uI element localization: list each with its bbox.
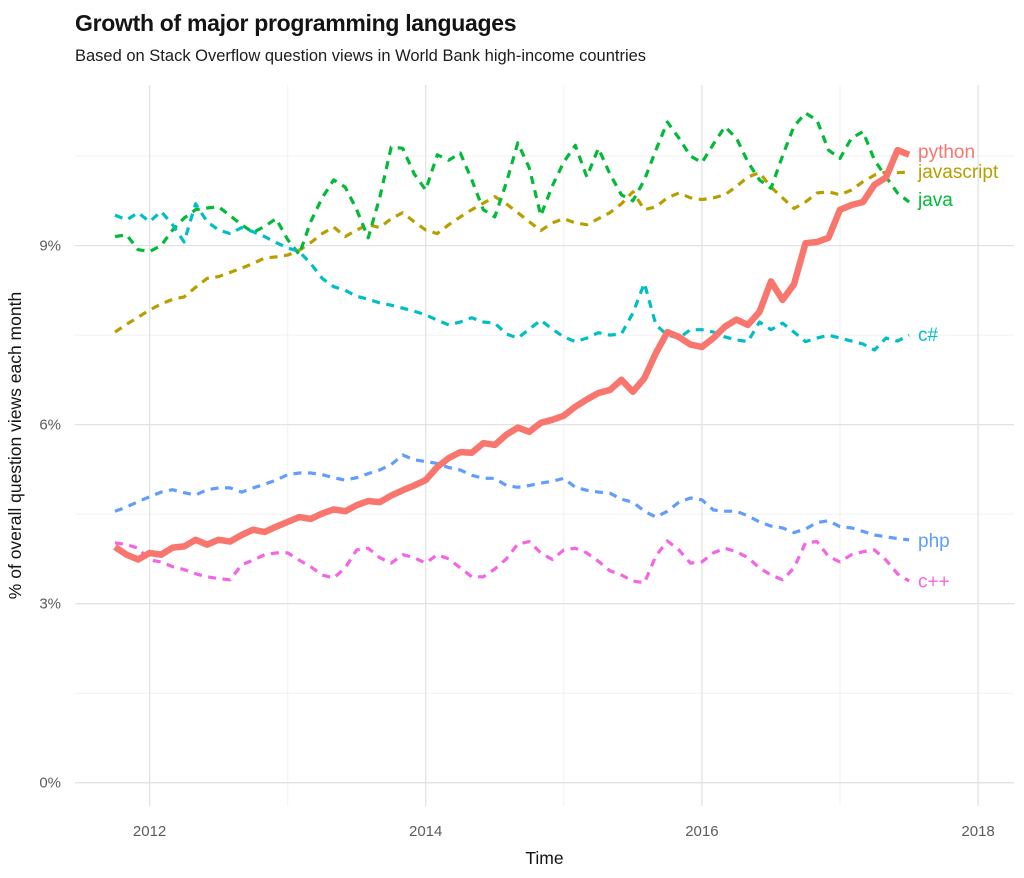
- series-label-java: java: [917, 190, 953, 211]
- series-label-php: php: [918, 531, 950, 552]
- series-line-python: [113, 146, 911, 563]
- series-label-python: python: [918, 142, 975, 163]
- y-tick-label-6: 6%: [39, 417, 61, 434]
- gridlines: [75, 85, 1014, 806]
- y-axis-title: % of overall question views each month: [5, 292, 25, 599]
- series-labels: javascript java c# php c++ python: [917, 142, 999, 593]
- series-line-php: [114, 453, 910, 542]
- series-label-csharp: c#: [918, 325, 939, 346]
- series-label-cpp: c++: [918, 572, 950, 593]
- series-line-javascript: [114, 170, 910, 334]
- x-tick-label-2016: 2016: [685, 823, 718, 840]
- chart-subtitle: Based on Stack Overflow question views i…: [75, 47, 647, 65]
- x-axis-title: Time: [525, 848, 563, 868]
- series-line-csharp: [114, 202, 910, 352]
- y-tick-label-9: 9%: [39, 238, 61, 255]
- series-line-java: [114, 111, 911, 257]
- x-tick-label-2018: 2018: [961, 823, 994, 840]
- axis-ticks: 0% 3% 6% 9% 2012 2014 2016 2018: [39, 238, 994, 840]
- series-line-cpp: [114, 539, 910, 585]
- chart-title: Growth of major programming languages: [75, 10, 517, 36]
- y-tick-label-0: 0%: [39, 775, 61, 792]
- x-tick-label-2014: 2014: [409, 823, 442, 840]
- series-lines: [113, 111, 911, 585]
- series-label-javascript: javascript: [917, 162, 999, 183]
- x-tick-label-2012: 2012: [133, 823, 166, 840]
- y-tick-label-3: 3%: [39, 596, 61, 613]
